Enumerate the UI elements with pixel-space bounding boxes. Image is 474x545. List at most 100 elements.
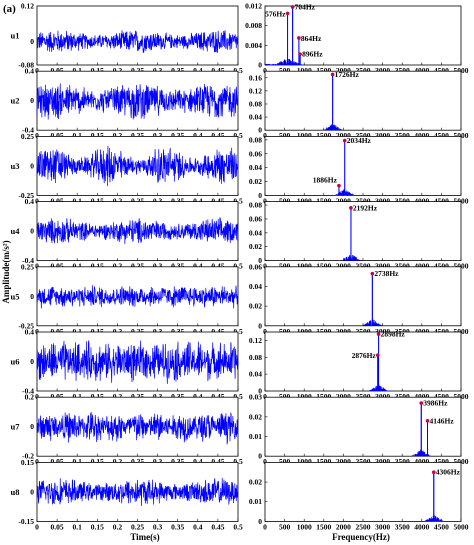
peak-annotation: 4306Hz [436, 468, 461, 477]
freq-xtick-label: 3500 [395, 522, 410, 531]
time-ytick-label: -0.08 [18, 61, 34, 70]
peak-annotation: 2876Hz [352, 351, 377, 360]
freq-xtick-label: 1500 [316, 327, 331, 336]
peak-annotation: 896Hz [302, 50, 323, 59]
time-ytick-label: 0 [30, 357, 34, 366]
freq-ytick-label: 0.02 [249, 412, 262, 421]
freq-ytick-label: 0.008 [245, 21, 262, 30]
peak-marker [298, 52, 302, 56]
freq-xtick-label: 2000 [336, 196, 351, 205]
time-xtick-label: 0.3 [153, 66, 163, 75]
time-xtick-label: 0.3 [153, 327, 163, 336]
spectrum-u3 [334, 140, 356, 196]
freq-axes-frame [264, 461, 462, 522]
freq-xtick-label: 3000 [375, 327, 390, 336]
freq-axes-frame [264, 201, 462, 262]
freq-xtick-label: 500 [279, 522, 291, 531]
time-xtick-label: 0.5 [233, 522, 243, 531]
freq-ytick-label: 0 [258, 126, 262, 135]
peak-annotation: 1886Hz [313, 176, 338, 185]
time-ytick-label: -0.15 [18, 517, 34, 526]
freq-ytick-label: 0.04 [249, 228, 262, 237]
peak-annotation: 864Hz [301, 34, 322, 43]
freq-axes-frame [264, 331, 462, 392]
time-xtick-label: 0 [35, 327, 39, 336]
time-xtick-label: 0.35 [171, 66, 184, 75]
time-xtick-label: 0.4 [193, 262, 203, 271]
time-xtick-label: 0.05 [51, 131, 64, 140]
time-xtick-label: 0.5 [233, 196, 243, 205]
time-plot-u1: 0 0.05 0.1 0.15 0.2 0.25 0.3 0.35 0.4 0.45 0.5 0.12… [11, 2, 243, 76]
freq-ytick-label: 0 [258, 191, 262, 200]
time-xtick-label: 0.1 [73, 327, 83, 336]
time-xtick-label: 0.4 [193, 392, 203, 401]
freq-xtick-label: 0 [263, 392, 267, 401]
freq-xtick-label: 3000 [375, 392, 390, 401]
time-xtick-label: 0.1 [73, 131, 83, 140]
freq-xtick-label: 2000 [336, 131, 351, 140]
time-xtick-label: 0.5 [233, 457, 243, 466]
freq-xtick-label: 3000 [375, 196, 390, 205]
freq-xtick-label: 1500 [316, 262, 331, 271]
freq-xtick-label: 3000 [375, 262, 390, 271]
freq-xtick-label: 5000 [454, 131, 469, 140]
peak-marker [425, 419, 430, 423]
freq-xtick-label: 3500 [395, 131, 410, 140]
freq-plot-u5: 2738Hz 0 500 1000 1500 2000 2500 3000 3500 4000 45… [249, 262, 469, 336]
freq-xtick-label: 4500 [434, 262, 449, 271]
peak-annotation: 576Hz [265, 9, 286, 18]
time-ytick-label: 0 [30, 422, 34, 431]
freq-xtick-label: 1500 [316, 522, 331, 531]
time-xtick-label: 0.15 [91, 327, 104, 336]
time-signal-u2 [36, 83, 239, 120]
freq-xtick-label: 2500 [356, 262, 371, 271]
time-xtick-label: 0.5 [233, 392, 243, 401]
freq-xtick-label: 1500 [316, 131, 331, 140]
freq-ytick-label: 0.02 [249, 478, 262, 487]
time-xtick-label: 0.2 [113, 66, 123, 75]
freq-xtick-label: 500 [279, 66, 291, 75]
freq-plot-u1: 576Hz 704Hz 864Hz 896Hz 0 500 1000 1500 2000 2500… [245, 2, 469, 76]
peak-marker [290, 5, 295, 9]
spectrum-u5 [362, 273, 383, 326]
time-xtick-label: 0.4 [193, 327, 203, 336]
freq-ytick-label: 0.12 [249, 86, 262, 95]
freq-xtick-label: 5000 [454, 392, 469, 401]
time-ytick-label: 0 [30, 292, 34, 301]
time-xtick-label: 0.35 [171, 262, 184, 271]
time-xtick-label: 0.05 [51, 522, 64, 531]
freq-ytick-label: 0.04 [249, 113, 262, 122]
time-xtick-label: 0.45 [211, 196, 224, 205]
time-signal-u3 [36, 145, 239, 187]
freq-ytick-label: 0.02 [249, 302, 262, 311]
time-xtick-label: 0.3 [153, 392, 163, 401]
freq-xtick-label: 500 [279, 327, 291, 336]
peak-annotation: 2898Hz [381, 330, 406, 339]
time-xtick-label: 0.15 [91, 392, 104, 401]
time-plot-u2: 0 0.05 0.1 0.15 0.2 0.25 0.3 0.35 0.4 0.45 0.50.40… [11, 67, 243, 141]
freq-xtick-label: 1000 [297, 262, 312, 271]
panel-label: (a) [3, 3, 16, 15]
time-xtick-label: 0.5 [233, 131, 243, 140]
peak-annotation: 4146Hz [430, 416, 455, 425]
time-xtick-label: 0.45 [211, 327, 224, 336]
time-xtick-label: 0.25 [131, 196, 144, 205]
freq-xtick-label: 3500 [395, 66, 410, 75]
freq-xtick-label: 4000 [414, 457, 429, 466]
freq-axes-frame [264, 70, 462, 131]
row-label: u4 [11, 226, 21, 236]
time-xtick-label: 0.25 [131, 262, 144, 271]
time-xtick-label: 0.15 [91, 457, 104, 466]
time-xtick-label: 0.45 [211, 522, 224, 531]
row-label: u2 [11, 96, 20, 106]
freq-axes-frame [264, 266, 462, 327]
spectrum-u6 [368, 334, 390, 391]
peak-marker [375, 353, 380, 357]
time-xtick-label: 0.25 [131, 522, 144, 531]
time-xtick-label: 0.25 [131, 392, 144, 401]
time-ytick-label: 0.4 [25, 328, 35, 337]
freq-xtick-label: 1500 [316, 457, 331, 466]
time-xtick-label: 0.2 [113, 522, 123, 531]
time-ytick-label: 0 [30, 161, 34, 170]
